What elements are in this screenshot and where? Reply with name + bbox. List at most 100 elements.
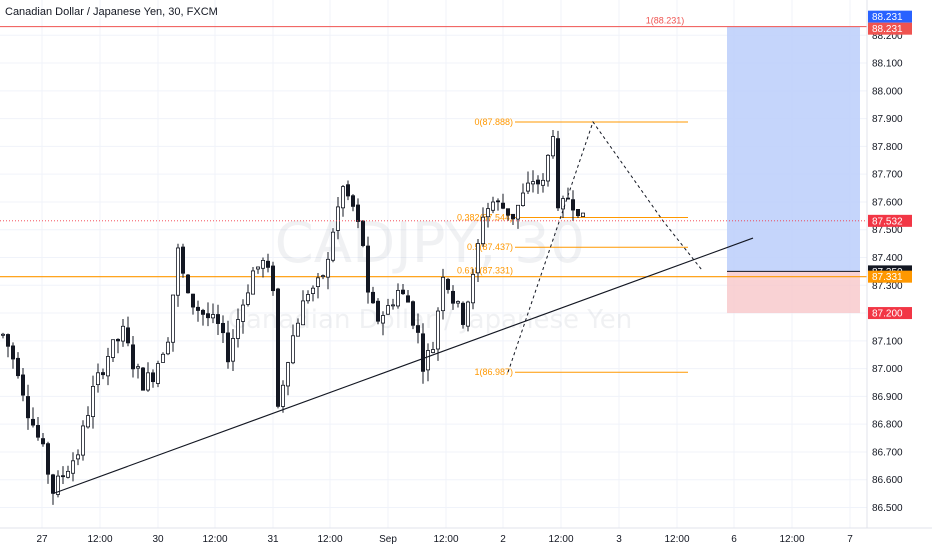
candle-down	[36, 425, 41, 438]
candle-down	[576, 209, 581, 217]
candle-up	[255, 266, 260, 270]
candle-down	[180, 246, 185, 274]
time-tick-label: 12:00	[664, 534, 689, 545]
candle-up	[295, 322, 300, 337]
candle-down	[445, 278, 450, 290]
candle-down	[500, 202, 505, 209]
price-tick-label: 87.500	[872, 225, 903, 236]
candle-down	[571, 199, 576, 211]
candle-up	[91, 385, 96, 417]
target-price-tag-label-blue: 88.231	[872, 12, 903, 23]
candle-up	[106, 356, 111, 377]
candle-up	[145, 372, 150, 391]
candle-up	[235, 319, 240, 339]
price-tick-label: 87.300	[872, 281, 903, 292]
time-tick-label: 12:00	[779, 534, 804, 545]
candle-up	[165, 341, 170, 355]
candle-up	[325, 258, 330, 278]
candle-down	[495, 200, 500, 203]
candle-down	[450, 290, 455, 304]
candle-up	[290, 335, 295, 364]
candle-up	[380, 315, 385, 324]
fib-price-tag	[868, 270, 912, 283]
time-tick-label: 30	[152, 534, 164, 545]
price-tick-label: 87.400	[872, 253, 903, 264]
candle-down	[415, 325, 420, 333]
candle-up	[240, 304, 245, 322]
candle-up	[475, 243, 480, 274]
candle-up	[86, 415, 91, 428]
candle-down	[365, 245, 370, 293]
candle-up	[71, 460, 76, 474]
candle-up	[315, 277, 320, 287]
price-tick-label: 86.700	[872, 447, 903, 458]
time-tick-label: 12:00	[433, 534, 458, 545]
time-axis[interactable]: 27 12:00 30 12:00 31 12:00 Sep 12:00 2 12:00 3 12:0…	[36, 534, 853, 545]
stop-zone[interactable]	[727, 271, 860, 314]
candle-down	[556, 138, 561, 209]
candle-down	[51, 474, 56, 494]
candle-up	[260, 260, 265, 269]
target-price-tag	[868, 22, 912, 35]
candle-up	[96, 372, 101, 386]
grid	[0, 0, 867, 528]
drawings[interactable]	[0, 120, 867, 495]
candle-down	[190, 293, 195, 308]
price-tick-label: 88.000	[872, 86, 903, 97]
time-tick-label: 12:00	[317, 534, 342, 545]
time-tick-label: 2	[500, 534, 506, 545]
candle-down	[536, 179, 541, 185]
candle-down	[275, 288, 280, 407]
candle-down	[185, 274, 190, 294]
candle-down	[46, 443, 51, 475]
chart-title: Canadian Dollar / Japanese Yen, 30, FXCM	[5, 6, 218, 18]
time-tick-label: 12:00	[202, 534, 227, 545]
time-tick-label: 3	[616, 534, 622, 545]
price-tick-label: 87.000	[872, 364, 903, 375]
trend-line[interactable]	[52, 237, 754, 495]
candle-down	[345, 184, 350, 197]
target-zone[interactable]	[727, 26, 860, 272]
fib-level-label: 0.618(87.331)	[457, 266, 513, 276]
position-zones[interactable]	[727, 26, 860, 314]
candle-down	[61, 475, 66, 478]
candle-up	[320, 275, 325, 278]
candle-down	[10, 345, 15, 360]
candle-down	[566, 197, 571, 200]
candle-up	[250, 270, 255, 295]
candle-down	[375, 300, 380, 322]
candle-up	[175, 247, 180, 296]
candle-up	[581, 212, 586, 217]
candle-up	[425, 350, 430, 371]
candle-down	[101, 372, 106, 376]
candle-up	[551, 136, 556, 157]
candle-up	[546, 154, 551, 182]
watermark: CADJPY, 30 Canadian Dollar / Japanese Ye…	[228, 211, 632, 335]
candle-down	[370, 291, 375, 304]
candle-up	[210, 314, 215, 319]
candle-down	[126, 327, 131, 344]
candle-down	[200, 309, 205, 315]
projection-path[interactable]	[507, 120, 704, 373]
candle-up	[111, 339, 116, 358]
candle-up	[465, 301, 470, 327]
candle-up	[390, 304, 395, 307]
candle-down	[130, 344, 135, 370]
price-tick-label: 87.900	[872, 114, 903, 125]
candle-up	[300, 300, 305, 326]
candle-down	[220, 322, 225, 334]
candle-up	[230, 338, 235, 362]
candle-down	[41, 438, 46, 445]
candles	[0, 130, 586, 505]
candle-up	[160, 353, 165, 363]
candle-up	[305, 294, 310, 302]
candle-down	[116, 338, 121, 342]
candle-down	[355, 204, 360, 222]
candle-up	[280, 384, 285, 407]
time-tick-label: 12:00	[548, 534, 573, 545]
fib-level-label: 0.5(87.437)	[467, 242, 513, 252]
target-price-label: 1(88.231)	[646, 16, 685, 26]
